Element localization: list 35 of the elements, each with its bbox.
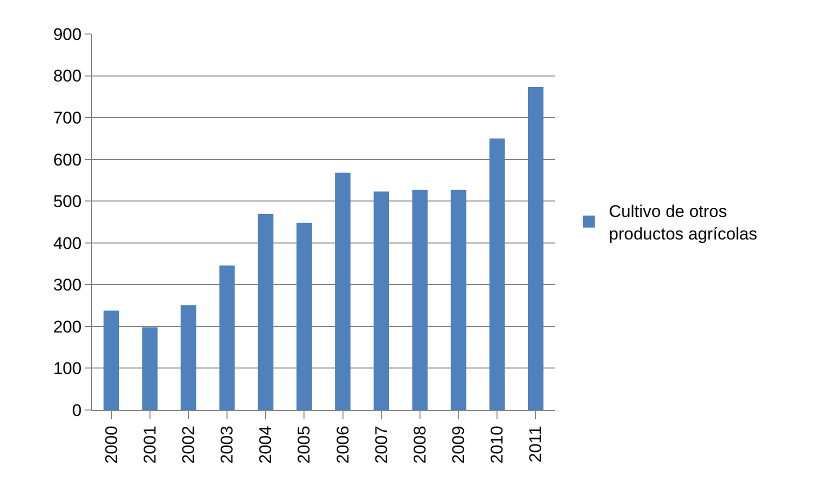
x-tick-label: 2004 — [256, 426, 276, 464]
bar — [489, 138, 505, 410]
x-tick-label: 2003 — [218, 426, 237, 464]
bar — [335, 172, 351, 410]
x-tick-label: 2009 — [449, 426, 468, 464]
bar — [450, 190, 466, 410]
bar — [104, 310, 120, 410]
x-tick-label: 2002 — [178, 426, 198, 464]
y-tick-label: 900 — [53, 24, 82, 44]
x-tick-label: 2001 — [140, 426, 160, 464]
bar — [528, 87, 544, 410]
y-tick-label: 800 — [53, 66, 82, 86]
x-tick-label: 2007 — [372, 426, 391, 464]
legend-label: Cultivo de otros productos agrícolas — [608, 202, 758, 244]
bar — [142, 327, 158, 410]
bar — [180, 305, 196, 410]
bar — [296, 222, 312, 410]
x-tick-label: 2005 — [294, 426, 314, 464]
y-tick-label: 500 — [53, 192, 82, 212]
x-tick-label: 2006 — [333, 426, 352, 464]
bar — [374, 192, 390, 410]
x-tick-label: 2000 — [102, 426, 121, 464]
bar — [412, 190, 428, 410]
y-tick-label: 0 — [72, 400, 82, 420]
bar — [219, 265, 235, 410]
y-tick-label: 200 — [53, 317, 82, 336]
y-tick-label: 400 — [53, 234, 82, 253]
x-tick-label: 2010 — [488, 426, 507, 464]
x-tick-label: 2008 — [410, 426, 430, 464]
bar — [258, 214, 274, 410]
y-tick-label: 100 — [53, 359, 82, 378]
y-tick-label: 700 — [53, 108, 82, 128]
y-tick-label: 300 — [53, 276, 82, 295]
x-tick-label: 2011 — [526, 426, 546, 462]
y-tick-label: 600 — [53, 150, 82, 170]
